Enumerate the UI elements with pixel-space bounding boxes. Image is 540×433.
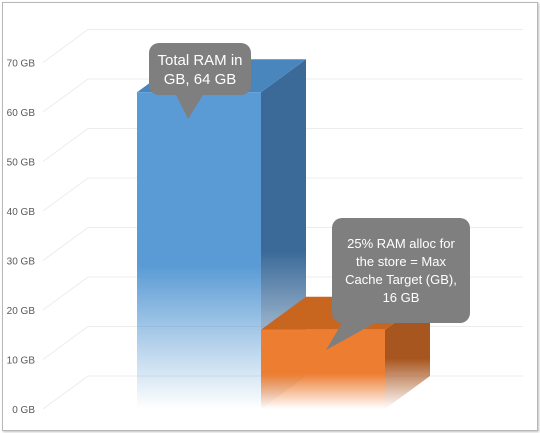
bar-front-face	[137, 92, 261, 409]
bar-side-face	[385, 296, 430, 409]
callout-text-line: GB, 64 GB	[164, 71, 237, 88]
callout-pointer	[176, 95, 203, 119]
callout-text-line: the store = Max	[356, 254, 446, 269]
callout-text-line: 16 GB	[383, 290, 420, 305]
y-tick-label: 30 GB	[7, 257, 36, 268]
callout-box	[149, 43, 251, 95]
y-tick-label: 70 GB	[7, 59, 36, 70]
callout-pointer	[326, 313, 375, 350]
gridline	[42, 78, 523, 113]
callout-text-line: Total RAM in	[157, 52, 242, 69]
callout-total-ram: Total RAM in GB, 64 GB	[149, 43, 251, 119]
gridline	[42, 177, 523, 212]
y-tick-label: 40 GB	[7, 207, 36, 218]
y-tick-label: 10 GB	[7, 356, 36, 367]
y-axis-ticks: 0 GB 10 GB 20 GB 30 GB 40 GB 50 GB 60 GB 70 GB	[7, 59, 36, 417]
callout-box	[332, 218, 470, 323]
callouts: Total RAM in GB, 64 GB 25% RAM alloc for th…	[149, 43, 470, 350]
y-tick-label: 60 GB	[7, 108, 36, 119]
gridline	[42, 29, 523, 63]
gridline	[42, 128, 523, 162]
callout-max-cache-target: 25% RAM alloc for the store = Max Cache Ta…	[326, 218, 470, 350]
y-tick-label: 0 GB	[12, 405, 35, 416]
gridlines	[42, 29, 523, 410]
bar-front-face	[261, 329, 385, 409]
callout-text-line: 25% RAM alloc for	[347, 236, 455, 251]
y-tick-label: 20 GB	[7, 306, 36, 317]
callout-text-line: Cache Target (GB),	[345, 272, 457, 287]
y-tick-label: 50 GB	[7, 158, 36, 169]
